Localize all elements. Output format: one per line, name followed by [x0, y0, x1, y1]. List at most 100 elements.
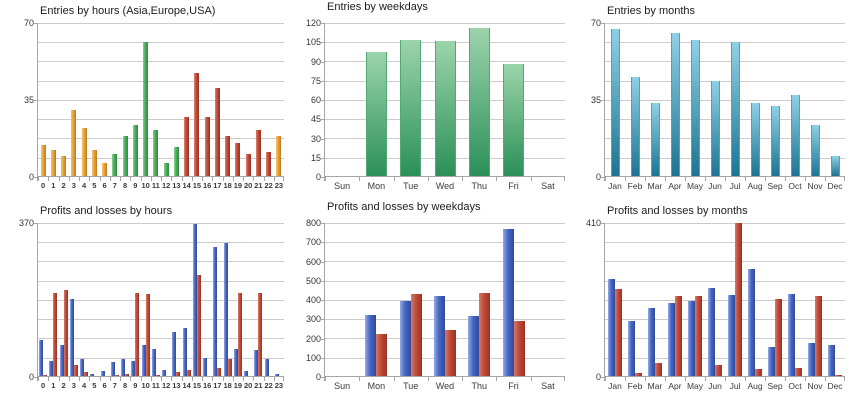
bar-loss — [479, 293, 490, 376]
grid-line — [605, 81, 845, 82]
y-axis-label: 60 — [310, 95, 321, 105]
x-axis-label: Jan — [608, 381, 622, 391]
y-axis-tick — [320, 23, 325, 24]
x-axis-line — [38, 376, 284, 377]
grid-line — [605, 100, 845, 101]
x-axis-tick — [171, 177, 172, 181]
y-axis-label: 500 — [305, 275, 321, 286]
x-axis-label: Apr — [668, 381, 682, 391]
x-axis-label: 14 — [182, 181, 191, 190]
y-axis-label: 45 — [310, 114, 321, 125]
x-axis-tick — [394, 377, 395, 381]
x-axis-label: Nov — [807, 381, 823, 391]
grid-line — [38, 23, 284, 24]
x-axis-label: Apr — [668, 181, 682, 191]
x-axis-tick — [496, 377, 497, 381]
y-axis-label: 100 — [305, 352, 321, 363]
y-axis-line — [324, 223, 325, 381]
x-axis-tick — [161, 177, 162, 181]
bar-profit — [172, 332, 176, 376]
x-axis-tick — [428, 177, 429, 181]
x-axis-tick — [745, 377, 746, 381]
x-axis-label: 18 — [223, 181, 232, 190]
x-axis-tick — [120, 377, 121, 381]
bar-loss — [835, 375, 842, 376]
bar-entries — [691, 40, 700, 176]
bar-entries — [791, 95, 800, 176]
bar-profit — [234, 349, 238, 376]
grid-line — [605, 319, 845, 320]
grid-line — [605, 358, 845, 359]
bar-loss — [376, 334, 387, 376]
x-axis-tick — [645, 377, 646, 381]
x-axis-tick — [765, 377, 766, 381]
x-axis-tick — [725, 377, 726, 381]
plot-area: 0 35 70 0 1 2 3 4 5 6 7 8 9 10 11 12 13 14 15 16 17 18 19 20 21 2… — [24, 18, 284, 190]
y-axis-line — [37, 23, 38, 181]
bar-entries — [71, 110, 76, 176]
x-axis-label: 2 — [61, 381, 66, 390]
y-axis-tick — [320, 377, 325, 378]
x-axis-tick — [685, 377, 686, 381]
bar-profit — [254, 350, 258, 376]
x-axis-tick — [785, 377, 786, 381]
x-axis-tick — [564, 377, 565, 381]
grid-line — [325, 281, 565, 282]
chart-title: Entries by months — [607, 5, 696, 17]
grid-line — [605, 300, 845, 301]
y-axis-label: 120 — [305, 18, 321, 28]
x-axis-label: 22 — [264, 381, 273, 390]
x-axis-tick — [531, 177, 532, 181]
y-axis-tick — [320, 358, 325, 359]
bar-profit — [365, 315, 376, 376]
plot-area: 0 35 70 Jan Feb Mar Apr May Jun Jul Aug Sep Oct Nov De… — [591, 18, 845, 191]
plot-area: 0 370 0 1 2 3 4 5 6 7 8 9 10 11 12 13 14 15 16 17 18 19 20 21 22… — [19, 218, 284, 390]
x-axis-tick — [243, 377, 244, 381]
bar-profit — [101, 371, 105, 376]
bar-profit — [244, 371, 248, 376]
bar-profit — [808, 343, 815, 376]
grid-line — [605, 242, 845, 243]
plot-area: 0 15 30 45 60 75 90 105 120 Sun Mon Tue Wed Thu Fri Sat — [306, 18, 565, 191]
bar-profit — [131, 361, 135, 376]
x-axis-label: Nov — [807, 181, 823, 191]
bar-entries — [400, 40, 421, 176]
bar-profit — [468, 316, 479, 376]
y-axis-tick — [320, 100, 325, 101]
x-axis-label: Sep — [767, 381, 783, 391]
grid-line — [38, 338, 284, 339]
x-axis-tick — [79, 177, 80, 181]
bar-loss — [695, 296, 702, 376]
y-axis-label: 0 — [315, 372, 321, 382]
x-axis-label: 13 — [172, 381, 181, 390]
y-axis-tick — [320, 81, 325, 82]
bar-entries — [92, 150, 97, 176]
bar-profit — [162, 370, 166, 376]
x-axis-tick — [100, 377, 101, 381]
y-axis-tick — [33, 377, 38, 378]
bar-loss — [43, 375, 47, 376]
x-axis-tick — [253, 377, 254, 381]
x-axis-label: 8 — [123, 381, 128, 390]
bar-loss — [795, 368, 802, 376]
bar-entries — [215, 88, 220, 176]
y-axis-tick — [600, 23, 605, 24]
x-axis-tick — [725, 177, 726, 181]
bar-loss — [135, 293, 139, 376]
x-axis-label: 16 — [202, 181, 212, 190]
x-axis-tick — [38, 377, 39, 381]
x-axis-label: 7 — [112, 181, 117, 190]
x-axis-label: 20 — [243, 381, 253, 390]
x-axis-tick — [274, 377, 275, 381]
x-axis-label: 23 — [274, 381, 284, 390]
grid-line — [38, 81, 284, 82]
grid-line — [325, 261, 565, 262]
grid-line — [38, 300, 284, 301]
bar-entries — [771, 106, 780, 176]
bar-profit — [70, 299, 74, 376]
bar-entries — [631, 77, 640, 176]
x-axis-line — [38, 176, 284, 177]
grid-line — [325, 223, 565, 224]
y-axis-label: 30 — [310, 133, 321, 144]
